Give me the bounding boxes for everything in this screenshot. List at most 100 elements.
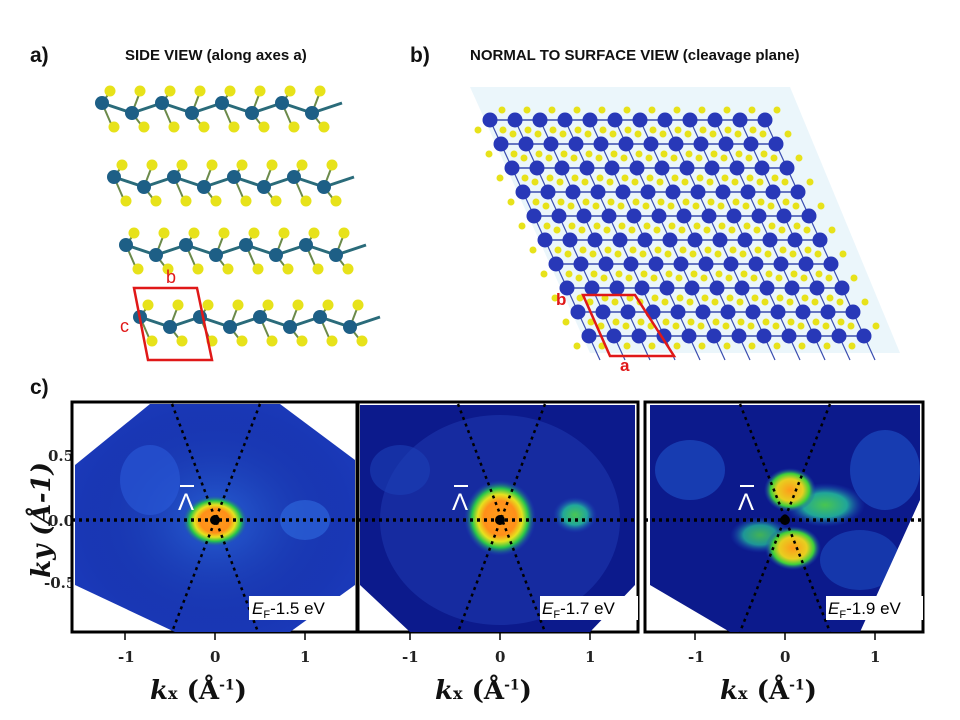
chalcogen-atom [266,335,278,347]
chalcogen-atom [782,198,790,206]
chalcogen-atom [584,130,592,138]
chalcogen-atom [524,126,532,134]
metal-atom [795,304,811,320]
chalcogen-atom [757,198,765,206]
metal-atom [757,112,773,128]
chalcogen-atom [746,174,754,182]
chalcogen-atom [575,274,583,282]
metal-atom [239,238,253,252]
map-3-hotspot-bottom [765,526,821,570]
metal-atom [590,184,606,200]
chalcogen-atom [573,106,581,114]
metal-atom [657,112,673,128]
chalcogen-atom [356,335,368,347]
metal-atom [751,208,767,224]
metal-atom [812,232,828,248]
chalcogen-atom [576,294,584,302]
metal-atom [762,232,778,248]
chalcogen-atom [598,106,606,114]
chalcogen-atom [628,226,636,234]
chalcogen-atom [651,294,659,302]
chalcogen-atom [622,322,630,330]
chalcogen-atom [518,222,526,230]
chalcogen-atom [825,274,833,282]
chalcogen-atom [715,270,723,278]
chalcogen-atom [232,299,244,311]
panel-b-title: NORMAL TO SURFACE VIEW (cleavage plane) [470,47,800,64]
chalcogen-atom [568,222,576,230]
chalcogen-atom [784,130,792,138]
chalcogen-atom [772,322,780,330]
chalcogen-atom [180,195,192,207]
metal-atom [754,160,770,176]
chalcogen-atom [579,246,587,254]
metal-atom [690,184,706,200]
chalcogen-atom [748,342,756,350]
chalcogen-atom [142,299,154,311]
chalcogen-atom [252,263,264,275]
chalcogen-atom [792,202,800,210]
metal-atom [693,136,709,152]
chalcogen-atom [724,126,732,134]
chalcogen-atom [639,250,647,258]
chalcogen-atom [585,150,593,158]
chalcogen-atom [532,198,540,206]
chalcogen-atom [779,246,787,254]
metal-atom [734,280,750,296]
metal-atom [787,232,803,248]
chalcogen-atom [699,126,707,134]
chalcogen-atom [574,126,582,134]
y-tick-0.5: 0.5 [48,447,75,465]
chalcogen-atom [618,222,626,230]
chalcogen-atom [800,274,808,282]
chalcogen-atom [278,227,290,239]
chalcogen-atom [567,202,575,210]
metal-atom [482,112,498,128]
chalcogen-atom [342,263,354,275]
side-view-structure: b c [95,85,381,362]
metal-atom [275,96,289,110]
metal-atom [709,280,725,296]
chalcogen-atom [687,318,695,326]
chalcogen-atom [623,342,631,350]
chalcogen-atom [614,250,622,258]
metal-atom [765,184,781,200]
metal-atom [568,136,584,152]
chalcogen-atom [803,226,811,234]
chalcogen-atom [648,342,656,350]
metal-atom [665,184,681,200]
metal-atom [712,232,728,248]
chalcogen-atom [718,222,726,230]
chalcogen-atom [617,202,625,210]
metal-atom [609,280,625,296]
chalcogen-atom [778,226,786,234]
chalcogen-atom [284,85,296,97]
map-1-energy: EF-1.5 eV [252,599,326,621]
chalcogen-atom [560,150,568,158]
chalcogen-atom [781,178,789,186]
side-view-layers [95,85,381,347]
chalcogen-atom [138,121,150,133]
chalcogen-atom [753,226,761,234]
chalcogen-atom [786,298,794,306]
metal-atom [781,328,797,344]
chalcogen-atom [620,154,628,162]
metal-atom [537,232,553,248]
chalcogen-atom [670,154,678,162]
panel-a-label: a) [30,44,49,67]
chalcogen-atom [551,294,559,302]
metal-atom [559,280,575,296]
chalcogen-atom [717,202,725,210]
chalcogen-atom [485,150,493,158]
metal-atom [809,280,825,296]
chalcogen-atom [607,198,615,206]
chalcogen-atom [578,226,586,234]
top-view-structure: b a [470,87,900,365]
arpes-map-2: Λ EF-1.7 eV [356,400,640,634]
chalcogen-atom [671,174,679,182]
chalcogen-atom [698,342,706,350]
chalcogen-atom [672,322,680,330]
chalcogen-atom [603,226,611,234]
chalcogen-atom [288,121,300,133]
chalcogen-atom [797,322,805,330]
